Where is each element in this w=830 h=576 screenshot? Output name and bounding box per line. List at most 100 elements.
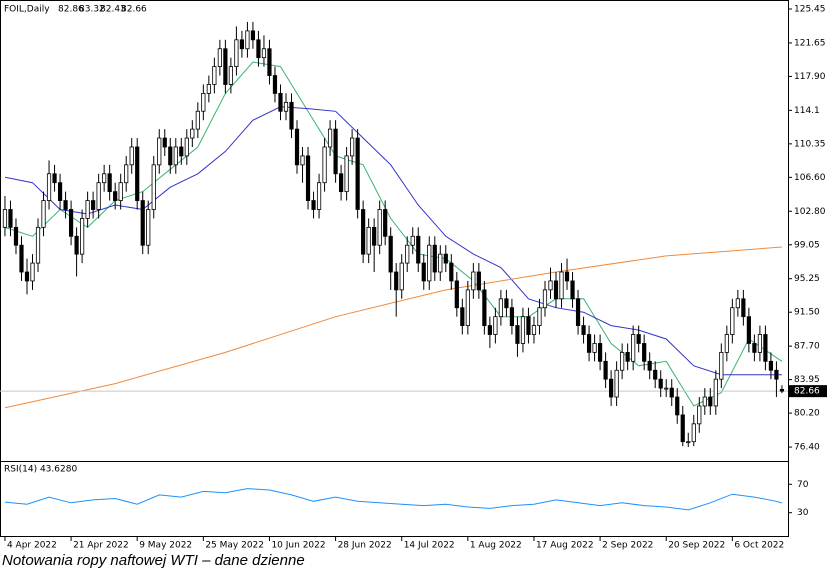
candle-body (322, 146, 327, 184)
x-tick-label: 9 May 2022 (139, 541, 192, 551)
candle-body (228, 66, 233, 85)
candle-body (146, 209, 151, 246)
moving-average (4, 246, 782, 409)
candle-body (388, 235, 393, 273)
candle-body (669, 387, 674, 398)
candle-body (498, 298, 504, 318)
candle-body (405, 244, 410, 264)
candle-body (708, 396, 713, 407)
candle-body (13, 226, 19, 246)
candle-body (74, 235, 79, 255)
candle-body (372, 226, 377, 246)
candle-body (179, 146, 184, 157)
candle-body (768, 360, 774, 371)
candle-body (432, 244, 437, 273)
header-ohlc: 82.43 (100, 5, 126, 15)
candle-body (168, 146, 173, 166)
rsi-tick-label: 70 (797, 480, 809, 490)
candle-body (35, 226, 41, 264)
y-tick-label: 125.45 (794, 5, 826, 15)
candle-body (157, 137, 162, 166)
candle-body (531, 325, 537, 335)
candle-body (746, 316, 751, 344)
x-tick-label: 25 May 2022 (205, 541, 264, 551)
rsi-line (4, 488, 783, 511)
candle-body (686, 441, 691, 444)
candle-body (256, 39, 261, 59)
candle-body (394, 271, 399, 291)
candle-body (443, 253, 448, 264)
candle-body (410, 235, 415, 246)
candle-body (283, 101, 289, 112)
candle-body (471, 271, 476, 291)
candle-body (763, 334, 768, 362)
candle-body (2, 209, 8, 228)
candle-body (96, 182, 101, 210)
candle-body (647, 360, 652, 371)
y-tick-label: 99.05 (794, 240, 820, 250)
candle-body (107, 173, 112, 193)
candle-body (675, 396, 680, 416)
y-tick-label: 80.20 (794, 409, 820, 419)
candle-body (327, 128, 333, 148)
candle-body (730, 307, 735, 335)
candle-body (625, 351, 630, 362)
candle-body (173, 146, 178, 166)
candle-body (239, 39, 245, 50)
x-tick-label: 20 Sep 2022 (668, 541, 725, 551)
candle-body (333, 128, 338, 175)
candle-body (206, 84, 211, 94)
candle-body (151, 164, 156, 210)
candle-body (162, 137, 167, 148)
candle-body (300, 155, 305, 166)
candle-body (201, 92, 206, 112)
x-tick-label: 10 Jun 2022 (271, 541, 325, 551)
rsi-tick-label: 30 (797, 508, 809, 518)
y-tick-label: 106.60 (794, 173, 826, 183)
candle-body (603, 360, 608, 380)
candle-body (570, 280, 575, 300)
x-tick-label: 6 Oct 2022 (734, 541, 784, 551)
header-ohlc: 82.86 (58, 5, 84, 15)
candle-body (250, 30, 256, 41)
candle-body (19, 244, 24, 273)
candle-body (653, 369, 658, 380)
candle-body (482, 289, 487, 326)
candle-body (190, 128, 195, 139)
candle-body (52, 173, 57, 184)
x-tick-label: 28 Jun 2022 (338, 541, 392, 551)
y-tick-label: 121.65 (794, 38, 826, 48)
candle-body (620, 351, 625, 371)
candle-body (774, 369, 779, 380)
candle-body (212, 66, 217, 85)
candle-body (509, 307, 515, 326)
candle-body (741, 298, 746, 318)
moving-average (4, 106, 782, 376)
y-tick-label: 83.95 (794, 375, 820, 385)
candle-body (184, 137, 189, 157)
candle-body (757, 334, 762, 353)
plot-frame (0, 0, 789, 537)
candle-body (779, 388, 785, 392)
y-tick-label: 95.25 (794, 274, 820, 284)
candle-body (344, 155, 349, 193)
candle-body (631, 334, 636, 362)
candle-body (553, 280, 559, 300)
candle-body (609, 378, 614, 398)
candle-body (355, 137, 360, 210)
candle-body (537, 307, 542, 326)
y-tick-label: 117.90 (794, 72, 826, 82)
candle-body (85, 200, 90, 219)
candle-body (234, 39, 239, 68)
candle-body (680, 414, 685, 443)
candle-body (559, 271, 564, 300)
candle-body (245, 30, 250, 50)
candle-body (8, 209, 13, 228)
candle-body (272, 75, 278, 94)
candle-body (24, 271, 30, 282)
candle-body (520, 316, 526, 344)
candle-body (316, 182, 322, 210)
candle-body (548, 280, 553, 291)
caption: Notowania ropy naftowej WTI – dane dzien… (2, 552, 305, 569)
